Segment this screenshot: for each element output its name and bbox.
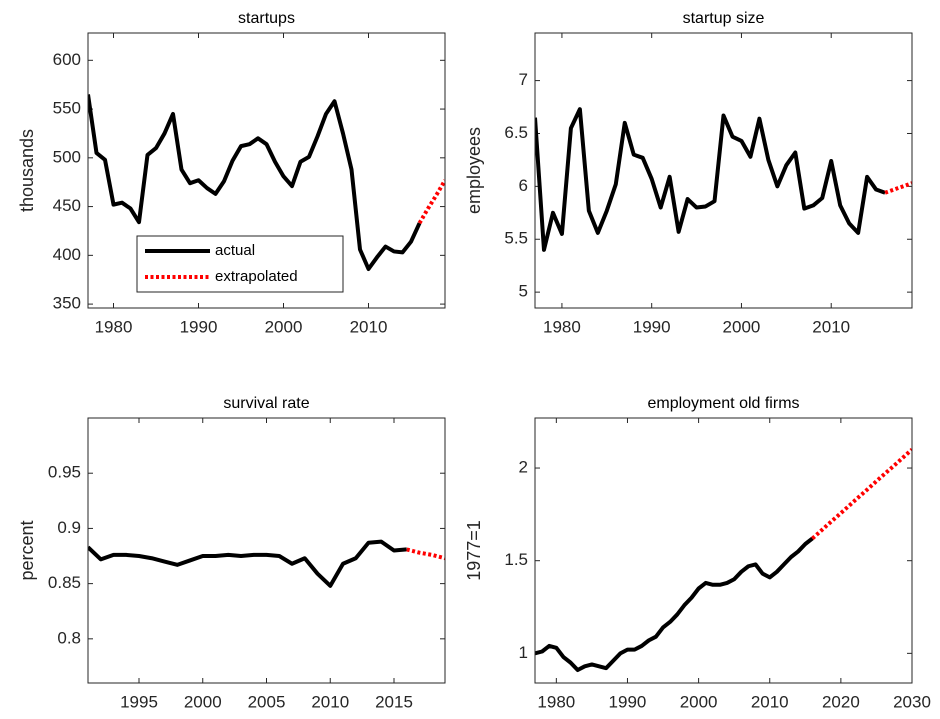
x-tick-label: 2005 <box>248 692 286 711</box>
y-tick-label: 400 <box>53 245 81 264</box>
x-tick-label: 1980 <box>543 317 581 336</box>
x-tick-label: 2010 <box>751 692 789 711</box>
axes-box <box>534 32 913 309</box>
x-tick-label: 1980 <box>95 317 133 336</box>
data-line <box>88 539 407 588</box>
x-tick-label: 2010 <box>311 692 349 711</box>
x-tick-label: 1990 <box>633 317 671 336</box>
y-tick-label: 350 <box>53 294 81 313</box>
y-tick-label: 550 <box>53 99 81 118</box>
data-line <box>406 547 445 561</box>
y-axis-label: thousands <box>17 129 37 212</box>
data-line <box>811 448 912 540</box>
y-tick-label: 2 <box>519 458 528 477</box>
y-tick-label: 1 <box>519 643 528 662</box>
data-line <box>88 94 422 271</box>
x-tick-label: 1990 <box>180 317 218 336</box>
legend-label: extrapolated <box>215 268 298 285</box>
y-tick-label: 0.9 <box>57 518 81 537</box>
y-tick-label: 5 <box>519 282 528 301</box>
data-line <box>535 536 814 673</box>
x-tick-label: 2010 <box>350 317 388 336</box>
x-tick-label: 2020 <box>822 692 860 711</box>
chart-title: survival rate <box>223 395 309 412</box>
x-tick-label: 1980 <box>537 692 575 711</box>
y-tick-label: 600 <box>53 50 81 69</box>
axes-box <box>87 32 446 309</box>
axes-box <box>87 417 446 684</box>
y-tick-label: 500 <box>53 147 81 166</box>
x-tick-label: 2000 <box>723 317 761 336</box>
data-line <box>884 181 912 195</box>
x-tick-label: 2000 <box>680 692 718 711</box>
y-tick-label: 1.5 <box>504 550 528 569</box>
chart-title: startup size <box>683 10 765 27</box>
y-axis-label: percent <box>17 520 37 580</box>
y-tick-label: 6 <box>519 176 528 195</box>
y-tick-label: 0.8 <box>57 628 81 647</box>
y-tick-label: 5.5 <box>504 229 528 248</box>
y-axis-label: employees <box>464 127 484 214</box>
x-tick-label: 1990 <box>609 692 647 711</box>
x-tick-label: 1995 <box>120 692 158 711</box>
chart-title: startups <box>238 10 295 27</box>
y-axis-label: 1977=1 <box>464 520 484 581</box>
data-line <box>535 107 886 252</box>
y-tick-label: 0.85 <box>48 573 81 592</box>
y-tick-label: 450 <box>53 196 81 215</box>
legend-label: actual <box>215 242 255 259</box>
axes-box <box>534 417 913 684</box>
x-tick-label: 2015 <box>375 692 413 711</box>
legend-box <box>136 235 344 293</box>
x-tick-label: 2000 <box>265 317 303 336</box>
x-tick-label: 2000 <box>184 692 222 711</box>
y-tick-label: 6.5 <box>504 123 528 142</box>
y-tick-label: 7 <box>519 70 528 89</box>
y-tick-label: 0.95 <box>48 463 81 482</box>
data-line <box>417 179 445 225</box>
x-tick-label: 2010 <box>812 317 850 336</box>
chart-title: employment old firms <box>647 395 799 412</box>
x-tick-label: 2030 <box>893 692 931 711</box>
